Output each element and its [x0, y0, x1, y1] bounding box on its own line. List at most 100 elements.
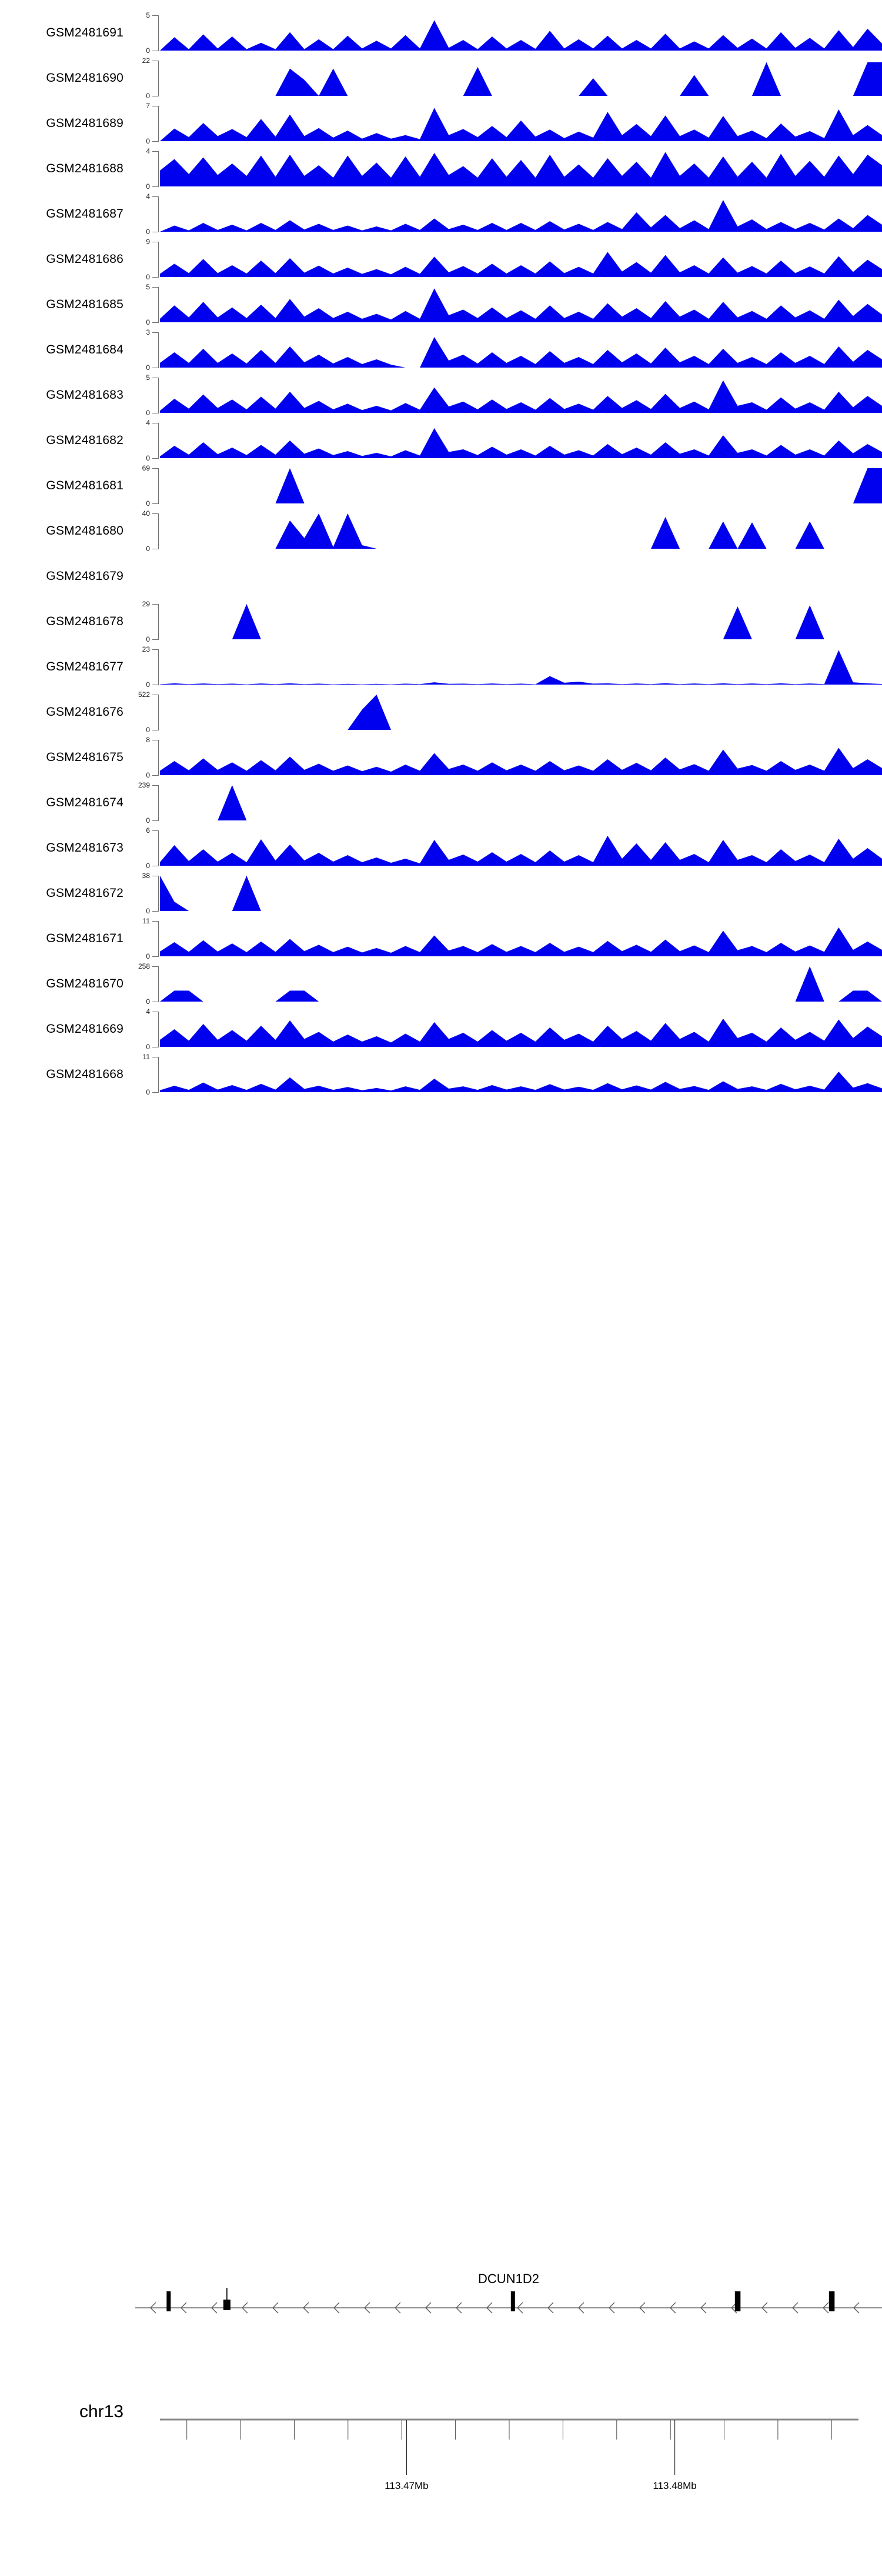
tick-dash	[152, 966, 159, 967]
gene-name-label: DCUN1D2	[478, 2271, 539, 2286]
coverage-track[interactable]: GSM2481671 11 0	[0, 917, 882, 960]
y-axis-min-tick: 0	[146, 816, 159, 825]
coverage-track[interactable]: GSM2481684 3 0	[0, 328, 882, 372]
coverage-track[interactable]: GSM2481675 8 0	[0, 736, 882, 779]
coverage-track[interactable]: GSM2481674 239 0	[0, 781, 882, 825]
coverage-track[interactable]: GSM2481668 11 0	[0, 1053, 882, 1096]
y-axis-min-value: 0	[146, 635, 150, 643]
track-coverage-plot[interactable]	[160, 1012, 882, 1047]
tick-dash	[152, 820, 159, 821]
y-axis-min-value: 0	[146, 363, 150, 372]
y-axis-min-value: 0	[146, 137, 150, 145]
track-coverage-plot[interactable]	[160, 196, 882, 232]
y-axis-min-tick: 0	[146, 545, 159, 553]
track-coverage-plot[interactable]	[160, 332, 882, 368]
coverage-track[interactable]: GSM2481688 4 0	[0, 147, 882, 191]
coverage-track[interactable]: GSM2481670 258 0	[0, 962, 882, 1006]
coverage-track[interactable]: GSM2481691 5 0	[0, 11, 882, 55]
track-coverage-plot[interactable]	[160, 513, 882, 549]
coverage-track[interactable]: GSM2481672 38 0	[0, 872, 882, 915]
y-axis-min-tick: 0	[146, 952, 159, 960]
coverage-track[interactable]: GSM2481689 7 0	[0, 102, 882, 145]
track-coverage-plot[interactable]	[160, 785, 882, 820]
coverage-track[interactable]: GSM2481683 5 0	[0, 373, 882, 417]
track-sample-label: GSM2481678	[46, 615, 123, 628]
tick-dash	[152, 956, 159, 957]
track-coverage-plot[interactable]	[160, 15, 882, 51]
chromosome-axis[interactable]: 113.47Mb 113.48Mb	[0, 2405, 882, 2535]
y-axis-line	[158, 740, 159, 775]
y-axis-max-tick: 258	[138, 962, 159, 970]
y-axis-line	[158, 423, 159, 458]
coverage-track[interactable]: GSM2481681 69 0	[0, 464, 882, 508]
track-sample-label: GSM2481671	[46, 932, 123, 945]
y-axis-max-value: 40	[142, 509, 150, 518]
track-coverage-plot[interactable]	[160, 604, 882, 639]
y-axis-line	[158, 695, 159, 730]
coverage-track[interactable]: GSM2481690 22 0	[0, 56, 882, 100]
track-coverage-plot[interactable]	[160, 61, 882, 96]
y-axis-max-tick: 29	[142, 600, 159, 608]
y-axis-min-value: 0	[146, 92, 150, 100]
track-coverage-plot[interactable]	[160, 921, 882, 956]
track-coverage-plot[interactable]	[160, 242, 882, 277]
track-sample-label: GSM2481691	[46, 26, 123, 39]
y-axis-min-tick: 0	[146, 862, 159, 870]
y-axis-min-tick: 0	[146, 635, 159, 643]
track-coverage-plot[interactable]	[160, 830, 882, 866]
coverage-track[interactable]: GSM2481680 40 0	[0, 509, 882, 553]
track-sample-label: GSM2481682	[46, 433, 123, 447]
track-coverage-plot[interactable]	[160, 106, 882, 141]
y-axis-min-value: 0	[146, 499, 150, 508]
coverage-track[interactable]: GSM2481678 29 0	[0, 600, 882, 643]
y-axis-line	[158, 468, 159, 503]
track-y-axis: 38 0	[125, 872, 159, 915]
track-coverage-plot[interactable]	[160, 966, 882, 1002]
coverage-track[interactable]: GSM2481669 4 0	[0, 1007, 882, 1051]
y-axis-max-value: 23	[142, 645, 150, 653]
y-axis-max-value: 38	[142, 872, 150, 880]
y-axis-min-value: 0	[146, 273, 150, 281]
y-axis-min-tick: 0	[146, 318, 159, 326]
track-sample-label: GSM2481681	[46, 479, 123, 492]
y-axis-line	[158, 876, 159, 911]
track-sample-label: GSM2481689	[46, 116, 123, 130]
coverage-track[interactable]: GSM2481677 23 0	[0, 645, 882, 689]
tick-dash	[152, 649, 159, 650]
y-axis-max-tick: 38	[142, 872, 159, 880]
coverage-track[interactable]: GSM2481685 5 0	[0, 283, 882, 326]
track-coverage-plot[interactable]	[160, 287, 882, 322]
track-coverage-plot[interactable]	[160, 1057, 882, 1092]
coverage-track[interactable]: GSM2481676 522 0	[0, 690, 882, 734]
y-axis-max-value: 69	[142, 464, 150, 472]
gene-model-track[interactable]	[135, 2282, 882, 2317]
tick-dash	[152, 15, 159, 16]
y-axis-min-value: 0	[146, 862, 150, 870]
coverage-track[interactable]: GSM2481682 4 0	[0, 419, 882, 462]
tick-dash	[152, 196, 159, 197]
coverage-track[interactable]: GSM2481687 4 0	[0, 192, 882, 236]
y-axis-line	[158, 242, 159, 277]
coverage-track[interactable]: GSM2481686 9 0	[0, 238, 882, 281]
track-coverage-plot[interactable]	[160, 423, 882, 458]
track-coverage-plot[interactable]	[160, 468, 882, 503]
coverage-track[interactable]: GSM2481679	[0, 559, 882, 594]
y-axis-min-value: 0	[146, 1043, 150, 1051]
track-coverage-plot[interactable]	[160, 695, 882, 730]
y-axis-min-value: 0	[146, 182, 150, 191]
coverage-track[interactable]: GSM2481673 6 0	[0, 826, 882, 870]
track-coverage-plot[interactable]	[160, 740, 882, 775]
track-coverage-plot[interactable]	[160, 378, 882, 413]
tick-dash	[152, 639, 159, 640]
track-sample-label: GSM2481670	[46, 977, 123, 990]
y-axis-max-tick: 5	[146, 11, 159, 19]
y-axis-line	[158, 1057, 159, 1092]
track-coverage-plot[interactable]	[160, 649, 882, 685]
y-axis-line	[158, 1012, 159, 1047]
track-coverage-plot[interactable]	[160, 876, 882, 911]
track-coverage-plot[interactable]	[160, 151, 882, 186]
y-axis-max-value: 22	[142, 56, 150, 65]
y-axis-line	[158, 604, 159, 639]
